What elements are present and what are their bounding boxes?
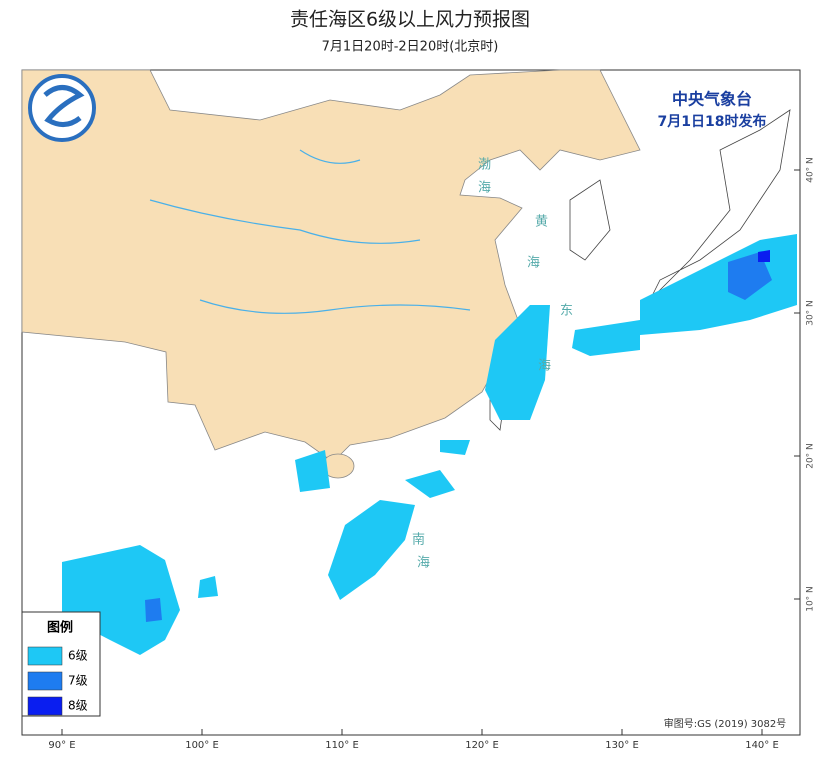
zone-6: [198, 576, 218, 598]
lat-tick-label: 30° N: [806, 300, 816, 326]
rivers: [149, 149, 471, 314]
lon-tick-label: 90° E: [48, 740, 75, 751]
subtitle: 7月1日20时-2日20时(北京时): [322, 40, 499, 55]
issue-time: 7月1日18时发布: [658, 113, 767, 130]
lon-tick-label: 100° E: [185, 740, 219, 751]
lat-tick-label: 20° N: [806, 443, 816, 469]
legend-swatch: [27, 671, 63, 691]
legend-title: 图例: [47, 620, 73, 636]
sea-label: 黄: [535, 215, 548, 230]
zone-6: [572, 320, 640, 356]
lon-tick-label: 110° E: [325, 740, 359, 751]
lat-tick-label: 40° N: [806, 157, 816, 183]
publisher: 中央气象台: [672, 90, 752, 109]
zone-8: [758, 250, 770, 262]
sea-label: 海: [417, 556, 430, 571]
china-land: [21, 69, 641, 463]
sea-label: 东: [560, 304, 573, 319]
lon-tick-label: 130° E: [605, 740, 639, 751]
sea-label: 南: [412, 532, 425, 548]
lat-tick-label: 10° N: [806, 586, 816, 612]
lon-tick-label: 120° E: [465, 740, 499, 751]
zone-6: [328, 500, 415, 600]
legend-swatch: [27, 696, 63, 716]
title: 责任海区6级以上风力预报图: [290, 9, 530, 31]
legend-swatch: [27, 646, 63, 666]
sea-label: 渤: [478, 157, 491, 173]
sea-label: 海: [527, 256, 540, 271]
logo: [28, 74, 96, 142]
sea-label: 海: [538, 359, 551, 374]
legend-label: 6级: [68, 649, 88, 663]
approval: 审图号:GS (2019) 3082号: [664, 717, 787, 730]
zone-6: [405, 440, 470, 498]
sea-label: 海: [478, 181, 491, 196]
legend-label: 7级: [68, 674, 88, 688]
legend-label: 8级: [68, 699, 88, 713]
map: 渤 海 黄 海 东 海 南 海: [21, 69, 801, 736]
zone-6: [295, 450, 330, 492]
wind-zones: [62, 234, 797, 655]
zone-6: [485, 305, 550, 420]
ticks: 90° E 100° E 110° E 120° E 130° E 140° E 40° N…: [48, 157, 815, 751]
lon-tick-label: 140° E: [745, 740, 779, 751]
